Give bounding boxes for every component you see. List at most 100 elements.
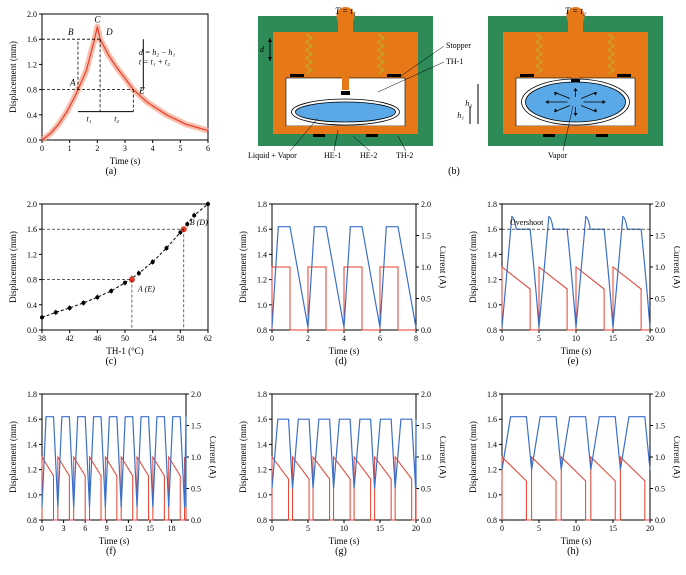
svg-text:Current (A): Current (A) [438,436,446,478]
svg-text:0.8: 0.8 [27,276,37,285]
svg-text:1.2: 1.2 [257,276,267,285]
svg-text:1.2: 1.2 [27,60,37,69]
svg-text:0.8: 0.8 [487,326,497,335]
svg-text:Time (s): Time (s) [110,156,140,166]
svg-text:0.8: 0.8 [257,516,267,525]
svg-text:5: 5 [537,524,541,533]
svg-text:1.0: 1.0 [191,453,201,462]
chart-h: 051015200.81.01.21.41.61.80.00.51.01.52.… [466,386,680,546]
svg-text:Displacement (mm): Displacement (mm) [468,421,478,493]
svg-text:42: 42 [66,334,74,343]
svg-text:1.4: 1.4 [257,250,267,259]
svg-text:10: 10 [340,524,348,533]
caption-h: (h) [466,546,680,557]
svg-text:20: 20 [646,524,654,533]
caption-b: (b) [228,166,680,177]
svg-text:1.5: 1.5 [421,422,431,431]
svg-text:6: 6 [206,144,210,153]
panel-b: T = t₁T = t₂dh₂h₁StopperTH-1Liquid + Vap… [228,6,680,181]
svg-text:0: 0 [270,524,274,533]
svg-text:TH-1 (°C): TH-1 (°C) [106,346,143,356]
svg-text:20: 20 [412,524,420,533]
svg-text:15: 15 [609,334,617,343]
svg-text:2.0: 2.0 [191,390,201,399]
svg-text:2: 2 [306,334,310,343]
svg-text:15: 15 [609,524,617,533]
svg-text:1.2: 1.2 [487,276,497,285]
svg-text:0.0: 0.0 [27,136,37,145]
svg-text:2.0: 2.0 [27,200,37,209]
chart-c: 384246505458620.00.40.81.21.62.0TH-1 (°C… [6,196,216,356]
panel-c: 384246505458620.00.40.81.21.62.0TH-1 (°C… [6,196,216,371]
svg-text:1.4: 1.4 [487,440,497,449]
svg-text:A: A [69,78,76,88]
svg-text:20: 20 [646,334,654,343]
svg-text:1.0: 1.0 [487,491,497,500]
chart-g: 051015200.81.01.21.41.61.80.00.51.01.52.… [236,386,446,546]
svg-text:t₁: t₁ [87,115,92,124]
svg-text:Overshoot: Overshoot [510,218,544,227]
chart-d: 024680.81.01.21.41.61.80.00.51.01.52.0Cu… [236,196,446,356]
svg-text:0: 0 [500,334,504,343]
svg-text:0.8: 0.8 [27,516,37,525]
svg-text:2.0: 2.0 [655,200,665,209]
svg-text:38: 38 [38,334,46,343]
svg-text:1.5: 1.5 [655,422,665,431]
caption-a: (a) [6,166,216,177]
svg-text:Time (s): Time (s) [329,346,359,356]
svg-text:0.8: 0.8 [487,516,497,525]
svg-text:1.0: 1.0 [27,491,37,500]
svg-text:1.0: 1.0 [487,301,497,310]
svg-text:2.0: 2.0 [655,390,665,399]
svg-text:1.8: 1.8 [487,200,497,209]
svg-text:3: 3 [123,144,127,153]
svg-text:0.0: 0.0 [655,326,665,335]
svg-text:1.4: 1.4 [487,250,497,259]
svg-text:0.5: 0.5 [421,485,431,494]
chart-e: 051015200.81.01.21.41.61.80.00.51.01.52.… [466,196,680,356]
svg-text:0.5: 0.5 [191,485,201,494]
svg-text:5: 5 [537,334,541,343]
panel-e: 051015200.81.01.21.41.61.80.00.51.01.52.… [466,196,680,371]
svg-text:0.8: 0.8 [27,86,37,95]
svg-text:1.6: 1.6 [27,225,37,234]
svg-text:1.5: 1.5 [655,232,665,241]
svg-text:0.5: 0.5 [655,295,665,304]
svg-text:1.8: 1.8 [27,390,37,399]
svg-text:t = t₁ + t₂: t = t₁ + t₂ [139,57,170,66]
svg-text:6: 6 [83,524,87,533]
svg-text:1.0: 1.0 [421,263,431,272]
svg-text:1.2: 1.2 [257,466,267,475]
svg-text:4: 4 [151,144,155,153]
svg-text:1.6: 1.6 [487,415,497,424]
svg-text:1.0: 1.0 [257,491,267,500]
svg-text:Displacement (mm): Displacement (mm) [8,41,18,113]
svg-text:1.6: 1.6 [257,225,267,234]
svg-text:2: 2 [95,144,99,153]
caption-f: (f) [6,546,216,557]
caption-d: (d) [236,356,446,367]
svg-text:C: C [94,15,101,25]
svg-text:Time (s): Time (s) [329,536,359,546]
svg-text:HE-2: HE-2 [360,151,377,160]
svg-text:1.2: 1.2 [27,250,37,259]
svg-text:1.8: 1.8 [257,200,267,209]
svg-text:10: 10 [572,334,580,343]
svg-text:58: 58 [176,334,184,343]
svg-text:0: 0 [500,524,504,533]
svg-text:0.0: 0.0 [191,516,201,525]
svg-text:Displacement (mm): Displacement (mm) [238,421,248,493]
chart-f: 03691215180.81.01.21.41.61.80.00.51.01.5… [6,386,216,546]
svg-text:1.5: 1.5 [421,232,431,241]
svg-text:0.0: 0.0 [655,516,665,525]
svg-text:0.0: 0.0 [27,326,37,335]
svg-text:B: B [68,27,74,37]
svg-text:E: E [138,86,145,96]
svg-text:h₁: h₁ [457,111,464,120]
svg-text:1.8: 1.8 [487,390,497,399]
svg-text:1.0: 1.0 [257,301,267,310]
svg-text:B (D): B (D) [190,218,208,227]
svg-text:1.4: 1.4 [257,440,267,449]
svg-text:1.4: 1.4 [27,440,37,449]
svg-text:0.5: 0.5 [421,295,431,304]
